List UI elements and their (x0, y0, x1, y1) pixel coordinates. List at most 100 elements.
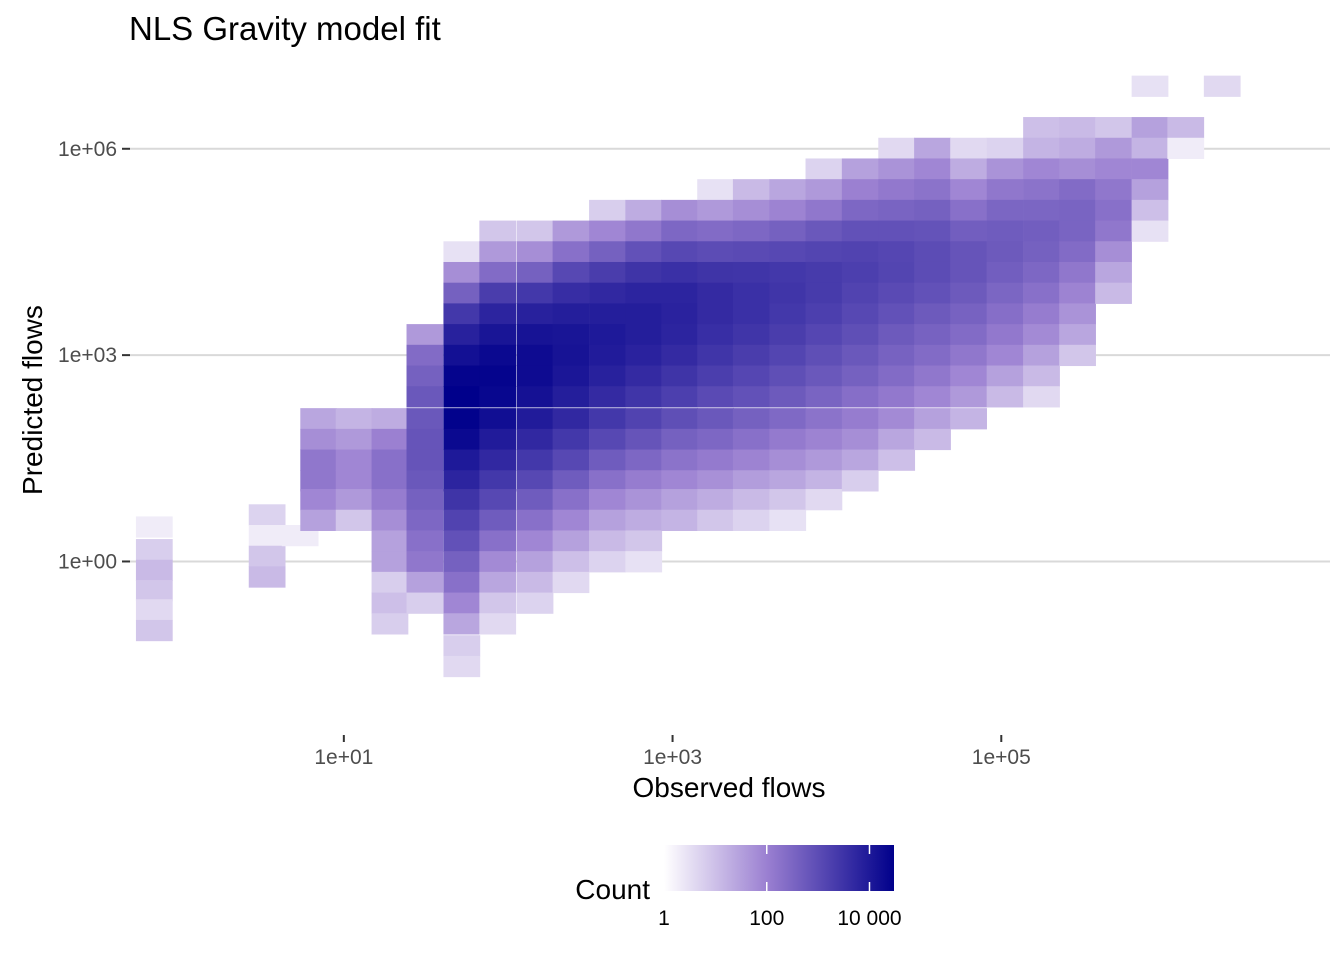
heatmap-cell (1131, 199, 1169, 222)
heatmap-cell (661, 324, 699, 346)
heatmap-cell (406, 592, 444, 614)
heatmap-cell (732, 509, 770, 531)
heatmap-cell (625, 365, 663, 387)
heatmap-cell (406, 509, 444, 531)
heatmap-cell (661, 449, 699, 471)
heatmap-cell (732, 365, 770, 387)
heatmap-cell (769, 489, 807, 511)
heatmap-cell (769, 509, 807, 531)
heatmap-cell (479, 470, 517, 492)
heatmap-cell (950, 241, 987, 263)
heatmap-cell (479, 592, 517, 614)
heatmap-cell (406, 470, 444, 492)
heatmap-cell (950, 261, 987, 284)
heatmap-cell (625, 470, 663, 492)
heatmap-cell (697, 344, 734, 367)
heatmap-cell (589, 282, 626, 304)
heatmap-cell (950, 137, 987, 159)
heatmap-cell (769, 241, 807, 263)
legend: Count 1 100 10 000 (575, 845, 902, 930)
heatmap-cell (479, 509, 517, 531)
heatmap-cell (1095, 241, 1132, 263)
heatmap-cell (1059, 220, 1096, 242)
heatmap-cell (769, 179, 807, 201)
heatmap-cell (552, 551, 590, 573)
heatmap-cell (625, 509, 663, 531)
heatmap-cell (371, 551, 409, 573)
heatmap-cell (1023, 179, 1060, 201)
heatmap-cell (914, 199, 951, 222)
heatmap-cell (805, 449, 843, 471)
heatmap-cell (552, 282, 590, 304)
heatmap-cell (661, 489, 699, 511)
heatmap-cell (552, 489, 590, 511)
heatmap-cell (950, 199, 987, 222)
heatmap-cell (914, 179, 951, 201)
heatmap-cell (443, 428, 481, 451)
heatmap-cell (479, 220, 517, 242)
heatmap-cell (443, 551, 481, 573)
heatmap-cell (479, 428, 517, 451)
heatmap-cell (443, 571, 481, 594)
heatmap-cell (1023, 344, 1060, 367)
heatmap-cell (479, 530, 517, 552)
heatmap-cell (443, 613, 481, 635)
heatmap-cell (1059, 137, 1096, 159)
heatmap-cell (950, 220, 987, 242)
heatmap-cell (914, 220, 951, 242)
heatmap-cell (552, 509, 590, 531)
heatmap-cell (552, 449, 590, 471)
heatmap-cell (516, 261, 554, 284)
heatmap-cell (661, 386, 699, 408)
heatmap-cell (335, 509, 373, 531)
heatmap-cell (732, 408, 770, 430)
heatmap-cell (950, 303, 987, 325)
heatmap-cell (986, 241, 1024, 263)
heatmap-cell (841, 179, 879, 201)
heatmap-cell (878, 449, 916, 471)
heatmap-cell (841, 386, 879, 408)
heatmap-cell (841, 282, 879, 304)
heatmap-cell (479, 489, 517, 511)
heatmap-cell (625, 220, 663, 242)
heatmap-cell (661, 282, 699, 304)
heatmap-cell (697, 449, 734, 471)
heatmap-cell (1023, 386, 1060, 408)
heatmap-cell (625, 282, 663, 304)
heatmap-cell (732, 199, 770, 222)
heatmap-cell (371, 592, 409, 614)
heatmap-cell (950, 386, 987, 408)
heatmap-cell (805, 324, 843, 346)
heatmap-cell (769, 261, 807, 284)
heatmap-cell (443, 365, 481, 387)
heatmap-cell (805, 408, 843, 430)
heatmap-cell (443, 344, 481, 367)
heatmap-cell (841, 303, 879, 325)
heatmap-cell (135, 599, 173, 621)
heatmap-cell (878, 344, 916, 367)
heatmap-cell (841, 449, 879, 471)
heatmap-cell (135, 580, 173, 602)
heatmap-cell (986, 324, 1024, 346)
heatmap-cell (805, 344, 843, 367)
heatmap-cell (371, 408, 409, 430)
heatmap-cell (986, 344, 1024, 367)
heatmap-cell (1023, 282, 1060, 304)
heatmap-cell (1095, 158, 1132, 180)
heatmap-cell (1167, 117, 1205, 139)
heatmap-cell (841, 365, 879, 387)
heatmap-cell (625, 428, 663, 451)
heatmap-cell (443, 282, 481, 304)
heatmap-cell (552, 530, 590, 552)
heatmap-cell (914, 261, 951, 284)
heatmap-cell (878, 199, 916, 222)
heatmap-cell (878, 220, 916, 242)
heatmap-cell (986, 220, 1024, 242)
heatmap-cell (661, 199, 699, 222)
y-tick-label: 1e+00 (58, 550, 117, 573)
heatmap-cell (805, 303, 843, 325)
heatmap-cell (300, 489, 338, 511)
heatmap-cell (769, 303, 807, 325)
heatmap-cell (516, 470, 554, 492)
heatmap-cell (878, 303, 916, 325)
